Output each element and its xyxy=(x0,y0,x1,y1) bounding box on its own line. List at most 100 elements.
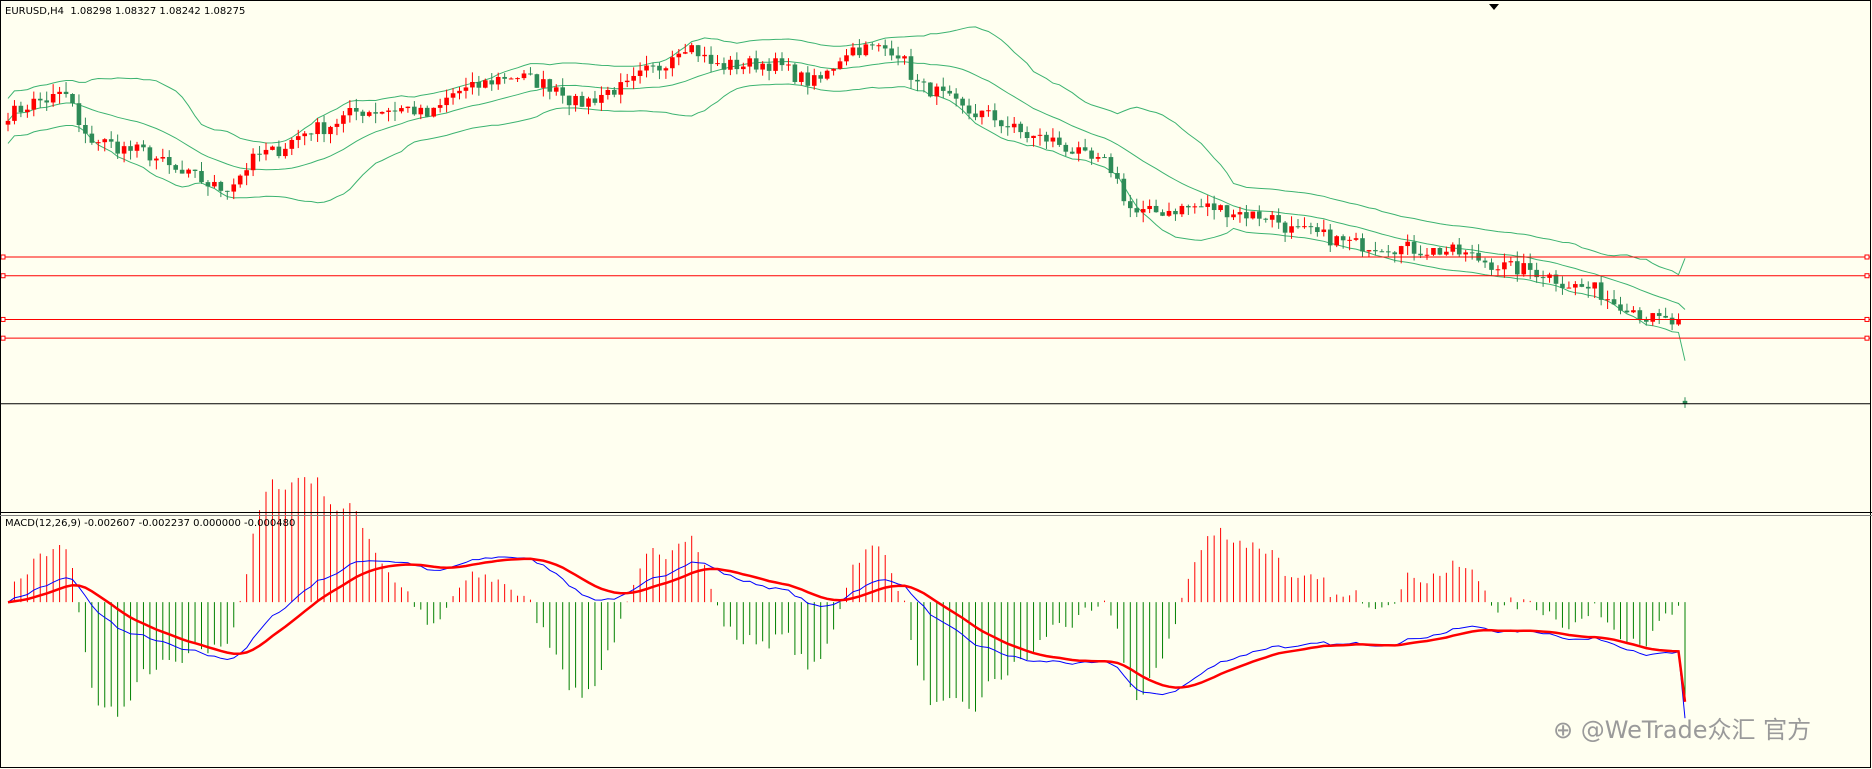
candle xyxy=(1521,253,1527,277)
level-handle-left[interactable] xyxy=(0,273,6,279)
candle xyxy=(257,145,262,162)
candle xyxy=(1005,116,1011,136)
candle xyxy=(921,78,927,93)
candle xyxy=(360,109,366,124)
candle xyxy=(289,137,295,156)
candle xyxy=(1102,154,1107,159)
candle xyxy=(1224,204,1230,228)
candle xyxy=(734,52,740,75)
candle xyxy=(895,46,901,66)
candle xyxy=(708,46,714,73)
price-header: EURUSD,H4 1.08298 1.08327 1.08242 1.0827… xyxy=(5,6,246,17)
bollinger-middle-line xyxy=(7,60,1686,310)
candle xyxy=(1669,313,1675,331)
macd-panel xyxy=(7,477,1687,719)
candle xyxy=(799,71,804,86)
candle xyxy=(676,48,682,66)
candle xyxy=(1134,198,1140,218)
candle xyxy=(321,115,327,143)
candle xyxy=(592,90,598,106)
candle xyxy=(1198,198,1204,208)
candle xyxy=(476,75,482,96)
candle xyxy=(237,174,243,188)
candle xyxy=(766,58,772,81)
candle xyxy=(934,83,940,105)
macd-signal-line xyxy=(7,557,1687,702)
candle xyxy=(334,118,340,136)
candle xyxy=(586,96,591,115)
candle xyxy=(1289,216,1294,239)
candle xyxy=(57,86,62,104)
level-handle-right[interactable] xyxy=(1864,254,1870,260)
candle xyxy=(657,62,662,80)
candle xyxy=(631,67,636,89)
candle xyxy=(308,132,314,141)
candle xyxy=(979,110,985,125)
candle xyxy=(373,102,378,124)
candle xyxy=(1373,241,1378,256)
candle xyxy=(341,111,346,133)
level-handle-right[interactable] xyxy=(1864,335,1870,341)
candle xyxy=(83,117,88,144)
candle xyxy=(1153,199,1159,213)
candle xyxy=(1082,138,1088,152)
candle xyxy=(1347,236,1352,251)
candle xyxy=(624,73,630,88)
level-handle-left[interactable] xyxy=(0,335,6,341)
candle xyxy=(463,77,469,99)
candle xyxy=(1205,195,1210,217)
candle xyxy=(63,82,69,98)
candle xyxy=(1560,276,1565,295)
candle xyxy=(199,162,204,184)
candle xyxy=(644,55,649,78)
candle xyxy=(1076,141,1081,162)
candle xyxy=(179,160,185,174)
candle xyxy=(147,145,153,167)
candle xyxy=(1108,153,1114,178)
chart-shift-marker[interactable] xyxy=(1489,4,1499,10)
candle xyxy=(212,174,217,189)
candle xyxy=(1302,217,1307,229)
candle xyxy=(715,55,720,66)
candle xyxy=(31,91,37,117)
candle xyxy=(379,111,385,115)
candle xyxy=(1173,208,1178,221)
candle xyxy=(1405,234,1410,255)
level-handle-left[interactable] xyxy=(0,254,6,260)
candle xyxy=(1663,307,1668,319)
candle xyxy=(1682,397,1688,408)
candle xyxy=(960,96,965,114)
candle xyxy=(792,62,798,85)
candle xyxy=(1321,219,1327,237)
candle xyxy=(1128,194,1133,218)
candle xyxy=(1637,307,1643,324)
candle xyxy=(470,72,475,95)
level-handle-right[interactable] xyxy=(1864,316,1870,322)
candle xyxy=(315,118,320,142)
candle xyxy=(328,125,333,144)
candle xyxy=(1263,217,1269,223)
candle xyxy=(857,39,862,58)
candle xyxy=(1495,265,1501,276)
candle xyxy=(1044,131,1049,149)
candle xyxy=(386,107,391,122)
candle xyxy=(1411,235,1417,261)
candle xyxy=(1011,116,1017,133)
candle xyxy=(399,105,404,114)
candle xyxy=(483,78,488,89)
level-handle-left[interactable] xyxy=(0,316,6,322)
candle xyxy=(457,86,462,100)
candle xyxy=(1437,247,1443,256)
candle xyxy=(276,140,282,159)
candle xyxy=(966,98,972,120)
candle xyxy=(1431,248,1436,256)
candle xyxy=(173,163,178,173)
candle xyxy=(741,62,746,75)
candle xyxy=(1334,235,1339,248)
level-handle-right[interactable] xyxy=(1864,273,1870,279)
candle xyxy=(915,74,920,92)
candle xyxy=(805,66,811,95)
candle xyxy=(502,73,507,84)
